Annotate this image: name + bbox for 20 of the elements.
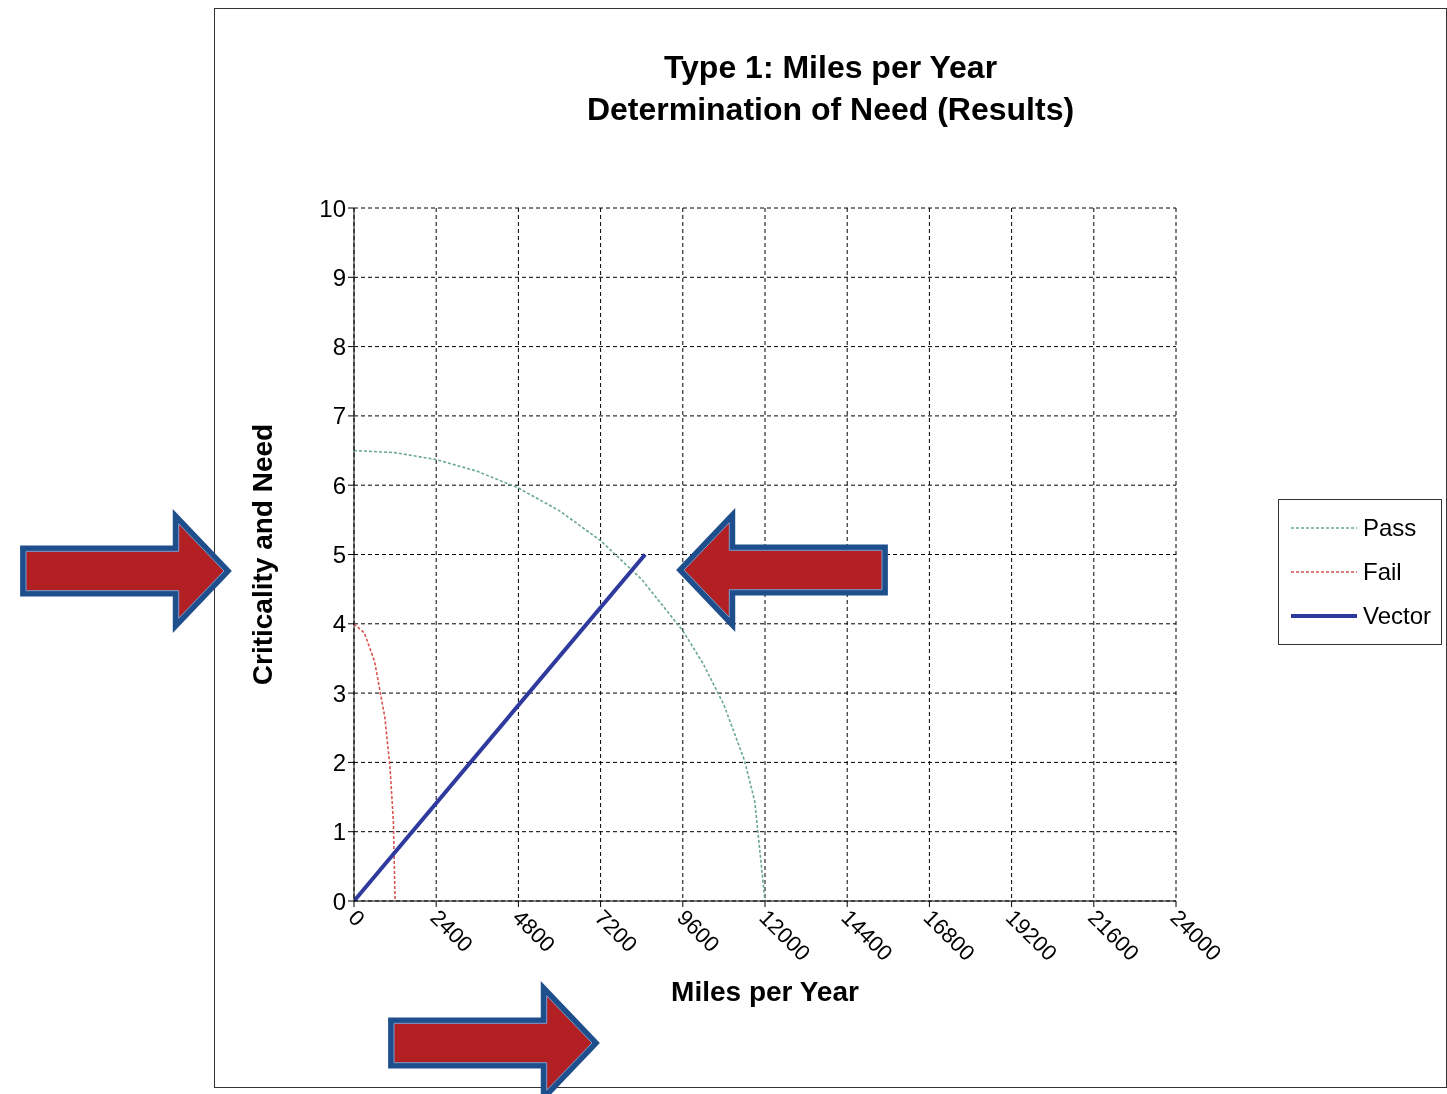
y-tick-label: 0 (332, 887, 346, 915)
y-axis-title: Criticality and Need (246, 423, 278, 686)
legend-label: Fail (1363, 558, 1402, 586)
y-tick-label: 8 (332, 333, 346, 361)
y-tick-label: 10 (319, 194, 346, 222)
line-series (354, 449, 766, 901)
chart-subtitle: Determination of Need (Results) (585, 90, 1076, 129)
legend-label: Pass (1363, 514, 1417, 542)
x-axis-title: Miles per Year (671, 976, 860, 1007)
chart-title: Type 1: Miles per Year (662, 48, 999, 87)
y-tick-label: 6 (332, 471, 346, 499)
y-tick-label: 5 (332, 541, 346, 569)
line-series (354, 623, 396, 901)
y-tick-label: 3 (332, 679, 346, 707)
legend-label: Vector (1363, 602, 1432, 630)
y-tick-label: 4 (332, 610, 346, 638)
y-tick-label: 1 (332, 818, 346, 846)
y-tick-label: 9 (332, 263, 346, 291)
y-tick-label: 2 (332, 748, 346, 776)
y-tick-label: 7 (332, 402, 346, 430)
